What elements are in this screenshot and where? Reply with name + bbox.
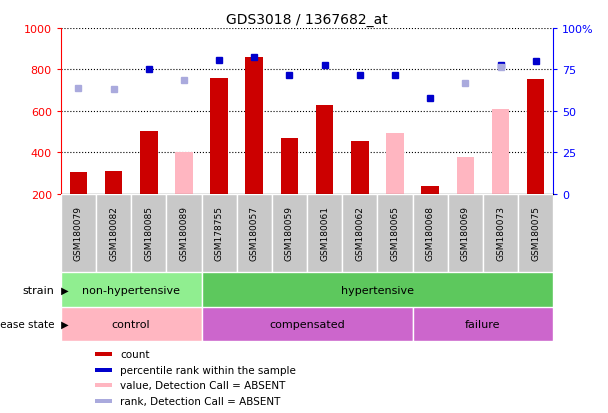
Bar: [316, 105, 333, 194]
Text: GSM180085: GSM180085: [144, 206, 153, 261]
Text: non-hypertensive: non-hypertensive: [82, 285, 180, 295]
Bar: [518, 194, 553, 273]
Bar: [421, 187, 439, 194]
Text: GSM180082: GSM180082: [109, 206, 118, 261]
Text: compensated: compensated: [269, 319, 345, 329]
Bar: [447, 194, 483, 273]
Bar: [69, 173, 87, 194]
Bar: [61, 273, 201, 308]
Text: GSM180061: GSM180061: [320, 206, 329, 261]
Bar: [210, 78, 228, 194]
Bar: [342, 194, 378, 273]
Bar: [281, 138, 299, 194]
Bar: [386, 133, 404, 194]
Text: value, Detection Call = ABSENT: value, Detection Call = ABSENT: [120, 380, 285, 391]
Bar: [492, 109, 510, 194]
Bar: [175, 153, 193, 194]
Text: strain: strain: [23, 285, 55, 295]
Bar: [413, 308, 553, 341]
Text: count: count: [120, 349, 150, 359]
Bar: [95, 399, 112, 404]
Text: hypertensive: hypertensive: [341, 285, 414, 295]
Text: GSM180057: GSM180057: [250, 206, 259, 261]
Text: GSM180073: GSM180073: [496, 206, 505, 261]
Text: rank, Detection Call = ABSENT: rank, Detection Call = ABSENT: [120, 396, 280, 406]
Text: ▶: ▶: [58, 319, 68, 329]
Bar: [105, 171, 122, 194]
Bar: [95, 384, 112, 387]
Bar: [483, 194, 518, 273]
Text: control: control: [112, 319, 150, 329]
Bar: [237, 194, 272, 273]
Bar: [272, 194, 307, 273]
Bar: [201, 194, 237, 273]
Bar: [201, 308, 413, 341]
Text: GSM180068: GSM180068: [426, 206, 435, 261]
Text: GSM180069: GSM180069: [461, 206, 470, 261]
Bar: [351, 141, 368, 194]
Text: failure: failure: [465, 319, 500, 329]
Text: GSM180059: GSM180059: [285, 206, 294, 261]
Bar: [457, 158, 474, 194]
Bar: [246, 58, 263, 194]
Bar: [61, 194, 96, 273]
Bar: [201, 273, 553, 308]
Text: GSM180089: GSM180089: [179, 206, 188, 261]
Text: GSM180079: GSM180079: [74, 206, 83, 261]
Bar: [95, 368, 112, 372]
Bar: [95, 352, 112, 356]
Title: GDS3018 / 1367682_at: GDS3018 / 1367682_at: [226, 12, 388, 26]
Text: GSM178755: GSM178755: [215, 206, 224, 261]
Text: disease state: disease state: [0, 319, 55, 329]
Bar: [378, 194, 413, 273]
Bar: [96, 194, 131, 273]
Text: ▶: ▶: [58, 285, 68, 295]
Bar: [527, 79, 545, 194]
Bar: [140, 132, 157, 194]
Text: GSM180065: GSM180065: [390, 206, 399, 261]
Text: GSM180062: GSM180062: [355, 206, 364, 261]
Text: GSM180075: GSM180075: [531, 206, 540, 261]
Bar: [61, 308, 201, 341]
Text: percentile rank within the sample: percentile rank within the sample: [120, 365, 296, 375]
Bar: [167, 194, 201, 273]
Bar: [307, 194, 342, 273]
Bar: [131, 194, 167, 273]
Bar: [413, 194, 447, 273]
